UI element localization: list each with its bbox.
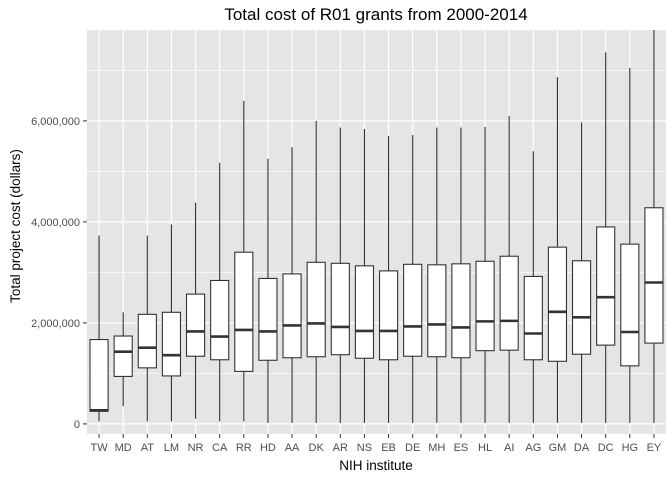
box-iqr — [210, 279, 230, 361]
y-axis-title: Total project cost (dollars) — [8, 149, 23, 303]
box-eb — [378, 136, 399, 423]
box-ca — [210, 162, 230, 422]
box-hd — [258, 158, 278, 423]
box-da — [571, 122, 592, 423]
x-tick-label: AR — [333, 442, 348, 454]
x-tick-label: GM — [549, 442, 567, 454]
box-iqr — [427, 264, 447, 358]
box-at — [137, 235, 157, 422]
box-es — [451, 127, 471, 423]
box-iqr — [547, 246, 568, 362]
x-tick-label: CA — [212, 442, 228, 454]
x-tick-label: ES — [454, 442, 469, 454]
chart-title: Total cost of R01 grants from 2000-2014 — [224, 5, 527, 24]
box-iqr — [185, 293, 206, 357]
box-rr — [234, 100, 254, 422]
y-axis: 0 2,000,000 4,000,000 6,000,000 — [31, 116, 87, 431]
box-series — [89, 30, 664, 423]
box-ns — [354, 128, 375, 423]
box-mh — [427, 127, 447, 423]
box-iqr — [403, 263, 423, 357]
box-hg — [620, 67, 640, 423]
box-md — [113, 312, 133, 407]
box-iqr — [258, 277, 278, 361]
box-ar — [330, 127, 350, 423]
x-tick-label: EB — [381, 442, 396, 454]
box-iqr — [89, 339, 109, 412]
box-iqr — [523, 275, 543, 361]
box-iqr — [499, 255, 519, 351]
box-lm — [161, 224, 182, 422]
x-tick-label: DC — [598, 442, 614, 454]
box-ag — [523, 151, 543, 423]
x-tick-label: DK — [309, 442, 325, 454]
x-tick-label: LM — [164, 442, 179, 454]
box-iqr — [451, 263, 471, 359]
x-tick-label: AI — [504, 442, 514, 454]
x-axis-title: NIH institute — [339, 458, 413, 473]
x-tick-label: RR — [236, 442, 252, 454]
box-iqr — [620, 243, 640, 367]
x-tick-label: HG — [622, 442, 639, 454]
x-tick-label: AG — [525, 442, 541, 454]
y-tick-label: 4,000,000 — [31, 217, 80, 229]
box-iqr — [378, 270, 399, 361]
x-tick-label: EY — [647, 442, 662, 454]
box-iqr — [475, 260, 495, 352]
box-iqr — [161, 311, 182, 377]
box-dk — [306, 120, 326, 423]
box-iqr — [282, 273, 302, 359]
box-iqr — [354, 265, 375, 359]
x-tick-label: DA — [574, 442, 590, 454]
x-tick-label: NS — [357, 442, 372, 454]
box-iqr — [596, 226, 616, 346]
x-tick-label: NR — [188, 442, 204, 454]
y-tick-label: 6,000,000 — [31, 116, 80, 128]
box-tw — [89, 235, 109, 422]
x-tick-label: TW — [91, 442, 109, 454]
box-ey — [644, 30, 664, 423]
x-tick-label: MD — [115, 442, 132, 454]
box-iqr — [234, 251, 254, 372]
x-tick-label: HL — [478, 442, 492, 454]
box-aa — [282, 147, 302, 423]
box-iqr — [137, 313, 157, 369]
y-tick-label: 0 — [74, 419, 80, 431]
box-iqr — [306, 261, 326, 358]
box-iqr — [571, 260, 592, 355]
x-tick-label: MH — [428, 442, 445, 454]
box-nr — [185, 202, 206, 419]
box-ai — [499, 115, 519, 423]
y-tick-label: 2,000,000 — [31, 318, 80, 330]
box-iqr — [330, 262, 350, 356]
x-tick-label: AA — [285, 442, 300, 454]
box-iqr — [644, 207, 664, 344]
box-hl — [475, 126, 495, 423]
x-tick-label: AT — [141, 442, 155, 454]
x-tick-label: HD — [260, 442, 276, 454]
box-dc — [596, 52, 616, 423]
box-gm — [547, 76, 568, 423]
x-tick-label: DE — [405, 442, 420, 454]
x-axis: TW MD AT LM NR CA RR HD AA DK AR NS EB DE MH ES HL AI AG GM… — [91, 434, 662, 454]
box-iqr — [113, 335, 133, 377]
plot-panel — [87, 30, 666, 434]
box-de — [403, 135, 423, 423]
